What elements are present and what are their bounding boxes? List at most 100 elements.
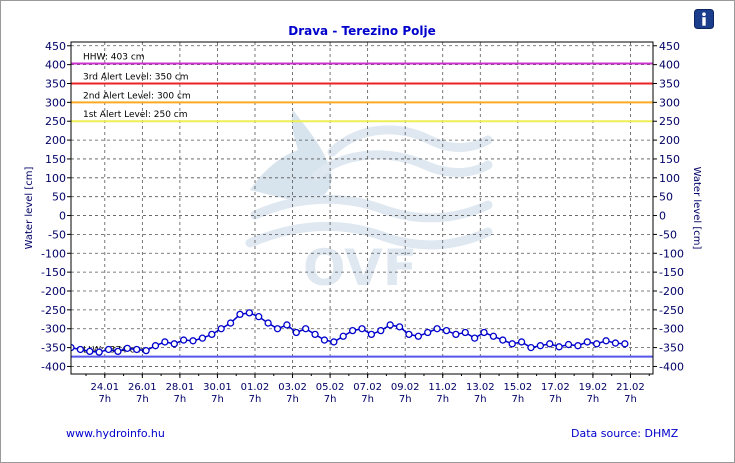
water-level-point [452, 330, 460, 339]
water-level-point [189, 337, 197, 345]
water-level-point [151, 342, 160, 350]
water-level-point [226, 319, 235, 327]
water-level-point [217, 325, 225, 333]
x-tick-label-date: 03.02 [278, 382, 307, 393]
x-tick-label-time: 7h [211, 394, 224, 405]
water-level-point [414, 332, 422, 340]
reference-line-label: 3rd Alert Level: 350 cm [83, 73, 189, 83]
y-tick-label-right: 200 [659, 134, 680, 147]
y-tick-label-left: 150 [45, 153, 66, 166]
water-level-point [142, 346, 150, 355]
y-tick-label-right: -200 [659, 285, 684, 298]
x-tick-label-date: 05.02 [316, 382, 345, 393]
water-level-point [348, 326, 357, 335]
x-tick-label-time: 7h [399, 394, 412, 405]
water-level-point [71, 343, 75, 352]
water-level-point [320, 336, 329, 344]
x-tick-label-date: 13.02 [466, 382, 495, 393]
water-level-point [133, 345, 141, 354]
x-tick-label-date: 28.01 [166, 382, 195, 393]
y-tick-label-right: 50 [659, 191, 673, 204]
water-level-point [461, 328, 469, 337]
water-level-point [405, 330, 413, 339]
water-level-point [564, 340, 573, 349]
water-level-point [536, 342, 545, 350]
water-level-point [602, 337, 610, 345]
y-tick-label-right: 300 [659, 96, 680, 109]
water-level-point [114, 347, 122, 356]
water-level-point [264, 319, 272, 327]
x-tick-label-time: 7h [587, 394, 600, 405]
footer-website-link[interactable]: www.hydroinfo.hu [66, 427, 165, 440]
y-tick-label-left: 50 [52, 191, 66, 204]
watermark-text: OVF [303, 239, 417, 297]
water-level-point [292, 328, 300, 337]
y-tick-label-left: 250 [45, 115, 66, 128]
y-tick-label-left: -300 [41, 323, 66, 336]
y-tick-label-left: -350 [41, 342, 66, 355]
x-tick-label-date: 15.02 [504, 382, 533, 393]
y-tick-label-right: -400 [659, 360, 684, 373]
y-tick-label-right: 150 [659, 153, 680, 166]
x-tick-label-date: 26.01 [128, 382, 157, 393]
y-tick-label-left: -400 [41, 360, 66, 373]
water-level-point [593, 340, 601, 348]
x-tick-label-date: 11.02 [428, 382, 457, 393]
water-level-point [377, 326, 385, 335]
y-tick-label-right: -150 [659, 266, 684, 279]
y-tick-label-left: -100 [41, 247, 66, 260]
water-level-point [386, 321, 394, 329]
water-level-point [621, 340, 629, 348]
water-level-point [517, 338, 526, 346]
plot-area [71, 42, 653, 374]
y-tick-label-right: -100 [659, 247, 684, 260]
chart-title: Drava - Terezino Polje [288, 24, 436, 38]
water-level-point [330, 338, 338, 346]
y-tick-label-left: -150 [41, 266, 66, 279]
y-tick-label-left: -250 [41, 304, 66, 317]
water-level-point [433, 325, 441, 333]
x-tick-label-date: 07.02 [353, 382, 382, 393]
y-tick-label-left: 0 [59, 210, 66, 223]
y-tick-label-right: -50 [659, 228, 677, 241]
x-tick-label-time: 7h [324, 394, 337, 405]
water-level-point [236, 310, 244, 319]
x-tick-label-time: 7h [136, 394, 149, 405]
info-icon[interactable] [694, 9, 714, 29]
x-tick-label-time: 7h [361, 394, 374, 405]
reference-line-label: HHW: 403 cm [83, 53, 145, 63]
water-level-point [611, 339, 620, 347]
water-level-point [546, 340, 554, 348]
x-tick-label-time: 7h [436, 394, 449, 405]
y-tick-label-right: 250 [659, 115, 680, 128]
x-tick-label-time: 7h [174, 394, 187, 405]
x-tick-label-time: 7h [249, 394, 262, 405]
y-tick-label-left: 200 [45, 134, 66, 147]
y-tick-label-left: 400 [45, 59, 66, 72]
x-tick-label-time: 7h [511, 394, 524, 405]
y-tick-label-right: 450 [659, 40, 680, 53]
y-tick-label-left: 100 [45, 172, 66, 185]
y-tick-label-left: -50 [48, 228, 66, 241]
x-tick-label-date: 01.02 [241, 382, 270, 393]
water-level-point [76, 345, 85, 354]
water-level-point [527, 343, 535, 352]
reference-line-label: 1st Alert Level: 250 cm [83, 110, 188, 120]
water-level-point [198, 334, 207, 342]
x-tick-label-time: 7h [549, 394, 562, 405]
x-tick-label-date: 21.02 [616, 382, 645, 393]
water-level-point [583, 338, 591, 346]
x-tick-label-date: 19.02 [579, 382, 608, 393]
water-level-point [424, 328, 432, 337]
reference-line-label: 2nd Alert Level: 300 cm [83, 91, 191, 101]
y-axis-label-left: Water level [cm] [24, 167, 35, 250]
water-level-point [95, 348, 103, 356]
x-tick-label-time: 7h [474, 394, 487, 405]
y-tick-label-right: 100 [659, 172, 680, 185]
water-level-point [489, 332, 498, 340]
y-axis-label-right: Water level [cm] [691, 167, 702, 250]
water-level-point [574, 342, 582, 350]
y-tick-label-left: 450 [45, 40, 66, 53]
water-level-point [395, 323, 404, 331]
water-level-point [442, 326, 451, 335]
